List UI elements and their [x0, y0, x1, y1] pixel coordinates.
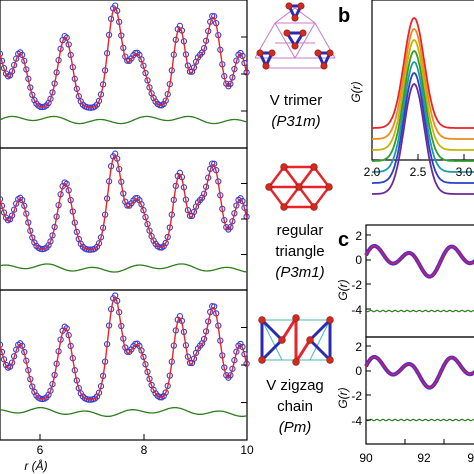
b-x-tick-2.0: 2.0: [364, 165, 381, 179]
a-bottom-data-point: [95, 389, 103, 396]
structures-column: V trimer (P31m) regular triangle (P3m1): [254, 2, 336, 436]
a-middle-data-point: [8, 212, 16, 219]
a-bottom-data-point: [162, 389, 169, 396]
structure-3-line2: chain: [277, 398, 313, 415]
a-top-data-point: [47, 95, 54, 102]
panel-c: c G(r) 2 0 -2 -4 G(r) 2 0 -2 -4 90 92 9: [336, 224, 474, 465]
c-top-frame: [365, 224, 474, 338]
c-bottom-difference-line: [365, 418, 474, 422]
a-bottom-data-point: [227, 372, 234, 379]
structure-2-line2: triangle: [275, 243, 324, 260]
structure-3-line3: (Pm): [279, 419, 312, 436]
panel-a: 6 8 10 r (Å): [0, 0, 254, 473]
a-middle-data-point: [95, 240, 103, 247]
c-bottom-y-tick-m4: -4: [351, 414, 362, 428]
b-y-axis-label: G(r): [349, 81, 363, 102]
a-middle-data-point: [47, 238, 54, 245]
x-tick-label-10: 10: [240, 443, 254, 457]
a-top-data-point: [75, 93, 82, 100]
c-ticks: [366, 234, 445, 444]
c-x-tick-92: 92: [417, 451, 431, 465]
x-tick-label-8: 8: [141, 443, 148, 457]
a-bottom-fit-line: [0, 296, 248, 401]
b-curve-0: [372, 16, 474, 129]
c-x-tick-9x: 9: [467, 451, 474, 465]
c-top-fit-line: [365, 245, 474, 278]
c-bottom-y-tick-0: 0: [355, 364, 362, 378]
c-bottom-y-tick-2: 2: [355, 340, 362, 354]
structure-2-line3: (P3m1): [275, 264, 324, 281]
a-top-data-point: [227, 80, 234, 87]
x-axis-label: r (Å): [24, 458, 47, 473]
c-top-y-tick-0: 0: [355, 253, 362, 267]
structure-2-line1: regular: [277, 222, 324, 239]
x-tick-label-6: 6: [37, 443, 44, 457]
a-top-data-point: [162, 97, 169, 104]
b-curves: [372, 16, 474, 195]
a-plots: [0, 2, 250, 418]
b-curve-6: [372, 82, 474, 195]
c-bottom-y-tick-m2: -2: [351, 389, 362, 403]
c-top-y-tick-m4: -4: [351, 303, 362, 317]
b-curve-3: [372, 49, 474, 162]
a-middle-data-point: [19, 196, 26, 204]
a-top-data-point: [0, 50, 4, 57]
structure-3-line1: V zigzag: [266, 377, 324, 394]
a-middle-data-point: [146, 227, 153, 234]
b-curve-4: [372, 60, 474, 173]
a-middle-difference-line: [0, 263, 248, 273]
c-curves: [364, 244, 474, 422]
panel-b: b G(r) 2.0 2.5 3.0: [338, 0, 474, 195]
a-middle-data-point: [0, 195, 4, 203]
b-x-tick-3.0: 3.0: [456, 165, 473, 179]
c-bottom-y-axis-label: G(r): [336, 387, 350, 408]
a-top-data-point: [95, 97, 103, 105]
structure-1-line1: V trimer: [270, 92, 323, 109]
a-top-difference-line: [0, 115, 248, 125]
c-bottom-frame: [365, 336, 474, 445]
a-middle-data-point: [162, 239, 169, 247]
a-top-data-point: [29, 91, 36, 98]
c-bottom-fit-line: [365, 356, 474, 389]
c-top-y-tick-2: 2: [355, 229, 362, 243]
b-frame: [371, 0, 474, 161]
a-ticks: [39, 36, 247, 440]
regular-triangle-structure: [265, 163, 333, 211]
panel-letter-b: b: [338, 5, 350, 27]
a-bottom-data-point: [0, 341, 4, 348]
b-ticks: [417, 154, 465, 160]
a-top-fit-line: [0, 6, 248, 109]
b-x-tick-2.5: 2.5: [410, 165, 427, 179]
b-curve-1: [372, 27, 474, 140]
c-top-y-tick-m2: -2: [351, 278, 362, 292]
v-trimer-structure: [254, 2, 336, 70]
a-bottom-data-point: [75, 384, 82, 392]
c-top-difference-line: [365, 309, 474, 313]
a-bottom-data-point: [29, 383, 36, 390]
a-bottom-difference-line: [0, 406, 248, 418]
b-curve-2: [372, 38, 474, 151]
c-x-tick-90: 90: [359, 451, 373, 465]
structure-1-line2: (P31m): [271, 113, 320, 130]
b-curve-5: [372, 71, 474, 184]
a-middle-data-point: [29, 234, 36, 241]
panel-letter-c: c: [338, 229, 349, 251]
a-top-data-point: [8, 68, 16, 75]
a-top-data-point: [146, 84, 153, 91]
c-top-y-axis-label: G(r): [336, 279, 350, 300]
a-middle-data-point: [190, 208, 198, 216]
v-zigzag-structure: [258, 314, 334, 366]
a-bottom-data-point: [47, 387, 54, 394]
a-middle-data-point: [227, 224, 234, 231]
a-middle-fit-line: [0, 154, 248, 251]
